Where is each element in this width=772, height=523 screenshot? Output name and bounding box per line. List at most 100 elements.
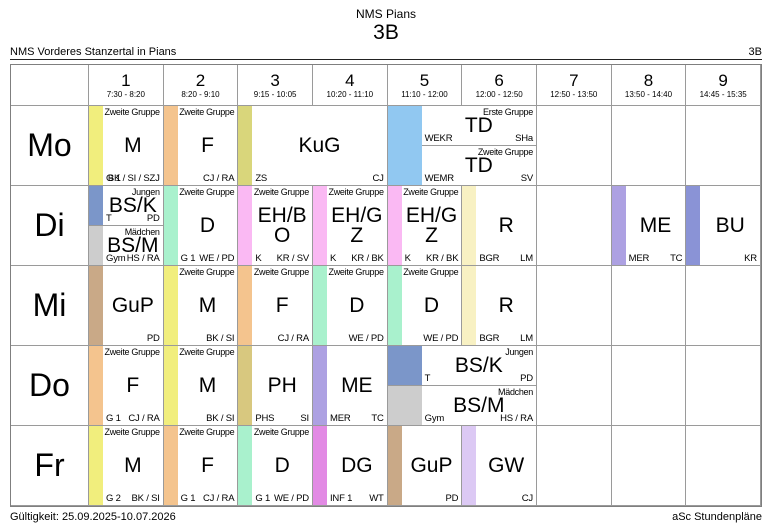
lesson-fr-p2[interactable]: Zweite Gruppe F G 1 CJ / RA <box>163 426 239 506</box>
lesson-di-p4[interactable]: Zweite Gruppe EH/GZ K KR / BK <box>312 186 388 266</box>
color-stripe <box>312 266 327 345</box>
lesson-do-p2[interactable]: Zweite Gruppe M BK / SI <box>163 346 239 426</box>
school-title: NMS Pians <box>355 7 417 21</box>
period-header-1: 1 7:30 - 8:20 <box>89 65 164 106</box>
room-label: ZS <box>255 173 268 184</box>
group-label: Zweite Gruppe <box>179 427 235 437</box>
lesson-mo-p3-4[interactable]: KuG ZS CJ <box>238 106 388 186</box>
period-time: 12:50 - 13:50 <box>550 89 598 99</box>
subject-label: ME <box>341 373 373 397</box>
color-stripe <box>462 186 477 265</box>
lesson-di-p5[interactable]: Zweite Gruppe EH/GZ K KR / BK <box>387 186 463 266</box>
teacher-label: TC <box>670 253 683 264</box>
lesson-do-p1[interactable]: Zweite Gruppe F G 1 CJ / RA <box>89 346 164 426</box>
lesson-di-p8[interactable]: ME MER TC <box>611 186 687 266</box>
empty-cell <box>536 346 612 426</box>
lesson-mi-p6[interactable]: R BGR LM <box>462 266 537 346</box>
lesson-content: Zweite Gruppe F CJ / RA <box>178 106 238 185</box>
lesson-mi-p1[interactable]: GuP PD <box>89 266 164 346</box>
lesson-di-bsk[interactable]: Jungen BS/K T PD <box>89 186 163 226</box>
subject-label: M <box>198 293 217 317</box>
lesson-do-p5-6[interactable]: Jungen BS/K T PD Mädchen BS/M Gym HS / R… <box>387 346 537 426</box>
lesson-do-p3[interactable]: PH PHS SI <box>238 346 313 426</box>
teacher-label: BK / SI <box>131 493 160 504</box>
lesson-di-p3[interactable]: Zweite Gruppe EH/BO K KR / SV <box>238 186 313 266</box>
lesson-fr-p1[interactable]: Zweite Gruppe M G 2 BK / SI <box>89 426 164 506</box>
subject-label: M <box>124 453 142 477</box>
color-stripe <box>89 426 103 505</box>
teacher-label: KR <box>744 253 757 264</box>
lesson-di-p6[interactable]: R BGR LM <box>462 186 537 266</box>
room-label: MER <box>329 413 351 424</box>
lesson-mo-p2[interactable]: Zweite Gruppe F CJ / RA <box>163 106 239 186</box>
empty-cell <box>611 346 687 426</box>
room-label: T <box>424 373 431 384</box>
group-label: Zweite Gruppe <box>253 267 309 277</box>
lesson-fr-p6[interactable]: GW CJ <box>462 426 537 506</box>
color-stripe <box>238 106 253 185</box>
lesson-mi-p3[interactable]: Zweite Gruppe F CJ / RA <box>238 266 313 346</box>
teacher-label: KR / BK <box>351 253 384 264</box>
period-number: 2 <box>195 70 206 90</box>
lesson-mo-td-erste[interactable]: Erste Gruppe TD WEKR SHa <box>421 106 536 146</box>
room-label: Gym <box>424 413 445 424</box>
room-label: K <box>404 253 411 264</box>
lesson-di-p9[interactable]: BU KR <box>686 186 761 266</box>
teacher-label: BK / SI <box>206 333 235 344</box>
color-stripe <box>163 186 178 265</box>
lesson-content: BU KR <box>700 186 760 265</box>
lesson-mi-p5[interactable]: Zweite Gruppe D WE / PD <box>387 266 463 346</box>
lesson-mo-td-zweite[interactable]: Zweite Gruppe TD WEMR SV <box>422 146 536 185</box>
validity-label: Gültigkeit: 25.09.2025-10.07.2026 <box>10 511 176 523</box>
room-label: G 1 <box>180 253 196 264</box>
color-stripe <box>238 426 253 505</box>
period-header-8: 8 13:50 - 14:40 <box>611 65 687 106</box>
subject-label: TD <box>464 153 493 177</box>
lesson-di-p1[interactable]: Jungen BS/K T PD Mädchen BS/M Gym HS / R… <box>89 186 164 266</box>
teacher-label: BK / SI / SZJ <box>107 173 160 184</box>
color-stripe <box>163 426 178 505</box>
period-header-6: 6 12:00 - 12:50 <box>462 65 537 106</box>
color-stripe <box>462 266 477 345</box>
lesson-content: Jungen BS/K T PD <box>103 186 163 225</box>
lesson-fr-p4[interactable]: DG INF 1 WT <box>312 426 388 506</box>
empty-cell <box>611 426 687 506</box>
subject-label: ME <box>639 213 672 237</box>
group-label: Zweite Gruppe <box>253 187 309 197</box>
lesson-content: ME MER TC <box>626 186 686 265</box>
subject-label: TD <box>464 113 493 137</box>
color-stripe <box>89 106 103 185</box>
group-label: Zweite Gruppe <box>104 427 160 437</box>
lesson-fr-p3[interactable]: Zweite Gruppe D G 1 WE / PD <box>238 426 313 506</box>
room-label: G 1 <box>180 493 196 504</box>
subject-label: D <box>423 293 440 317</box>
lesson-content: Zweite Gruppe D WE / PD <box>327 266 387 345</box>
lesson-do-bsm[interactable]: Mädchen BS/M Gym HS / RA <box>387 386 536 425</box>
lesson-mo-p5-6[interactable]: Erste Gruppe TD WEKR SHa Zweite Gruppe T… <box>387 106 537 186</box>
color-stripe <box>163 106 178 185</box>
lesson-mi-p2[interactable]: Zweite Gruppe M BK / SI <box>163 266 239 346</box>
empty-cell <box>611 266 687 346</box>
room-label: K <box>329 253 337 264</box>
period-header-3: 3 9:15 - 10:05 <box>238 65 313 106</box>
room-label: INF 1 <box>329 493 353 504</box>
lesson-content: Zweite Gruppe D WE / PD <box>402 266 462 345</box>
lesson-mo-p1[interactable]: Zweite Gruppe M G 1 BK / SI / SZJ <box>89 106 164 186</box>
period-time: 14:45 - 15:35 <box>699 89 747 99</box>
lesson-di-bsm[interactable]: Mädchen BS/M Gym HS / RA <box>89 226 163 265</box>
lesson-fr-p5[interactable]: GuP PD <box>387 426 463 506</box>
subject-label: F <box>201 453 214 477</box>
class-title: 3B <box>373 21 399 44</box>
lesson-di-p2[interactable]: Zweite Gruppe D G 1 WE / PD <box>163 186 239 266</box>
lesson-do-bsk[interactable]: Jungen BS/K T PD <box>387 346 536 386</box>
period-time: 7:30 - 8:20 <box>106 89 145 99</box>
teacher-label: CJ <box>372 173 384 184</box>
teacher-label: CJ / RA <box>203 493 235 504</box>
period-time: 10:20 - 11:10 <box>326 89 374 99</box>
lesson-do-p4[interactable]: ME MER TC <box>312 346 388 426</box>
subject-label: F <box>201 133 214 157</box>
lesson-content: Zweite Gruppe D G 1 WE / PD <box>178 186 238 265</box>
teacher-label: PD <box>146 333 160 344</box>
lesson-mi-p4[interactable]: Zweite Gruppe D WE / PD <box>312 266 388 346</box>
lesson-content: R BGR LM <box>476 266 536 345</box>
